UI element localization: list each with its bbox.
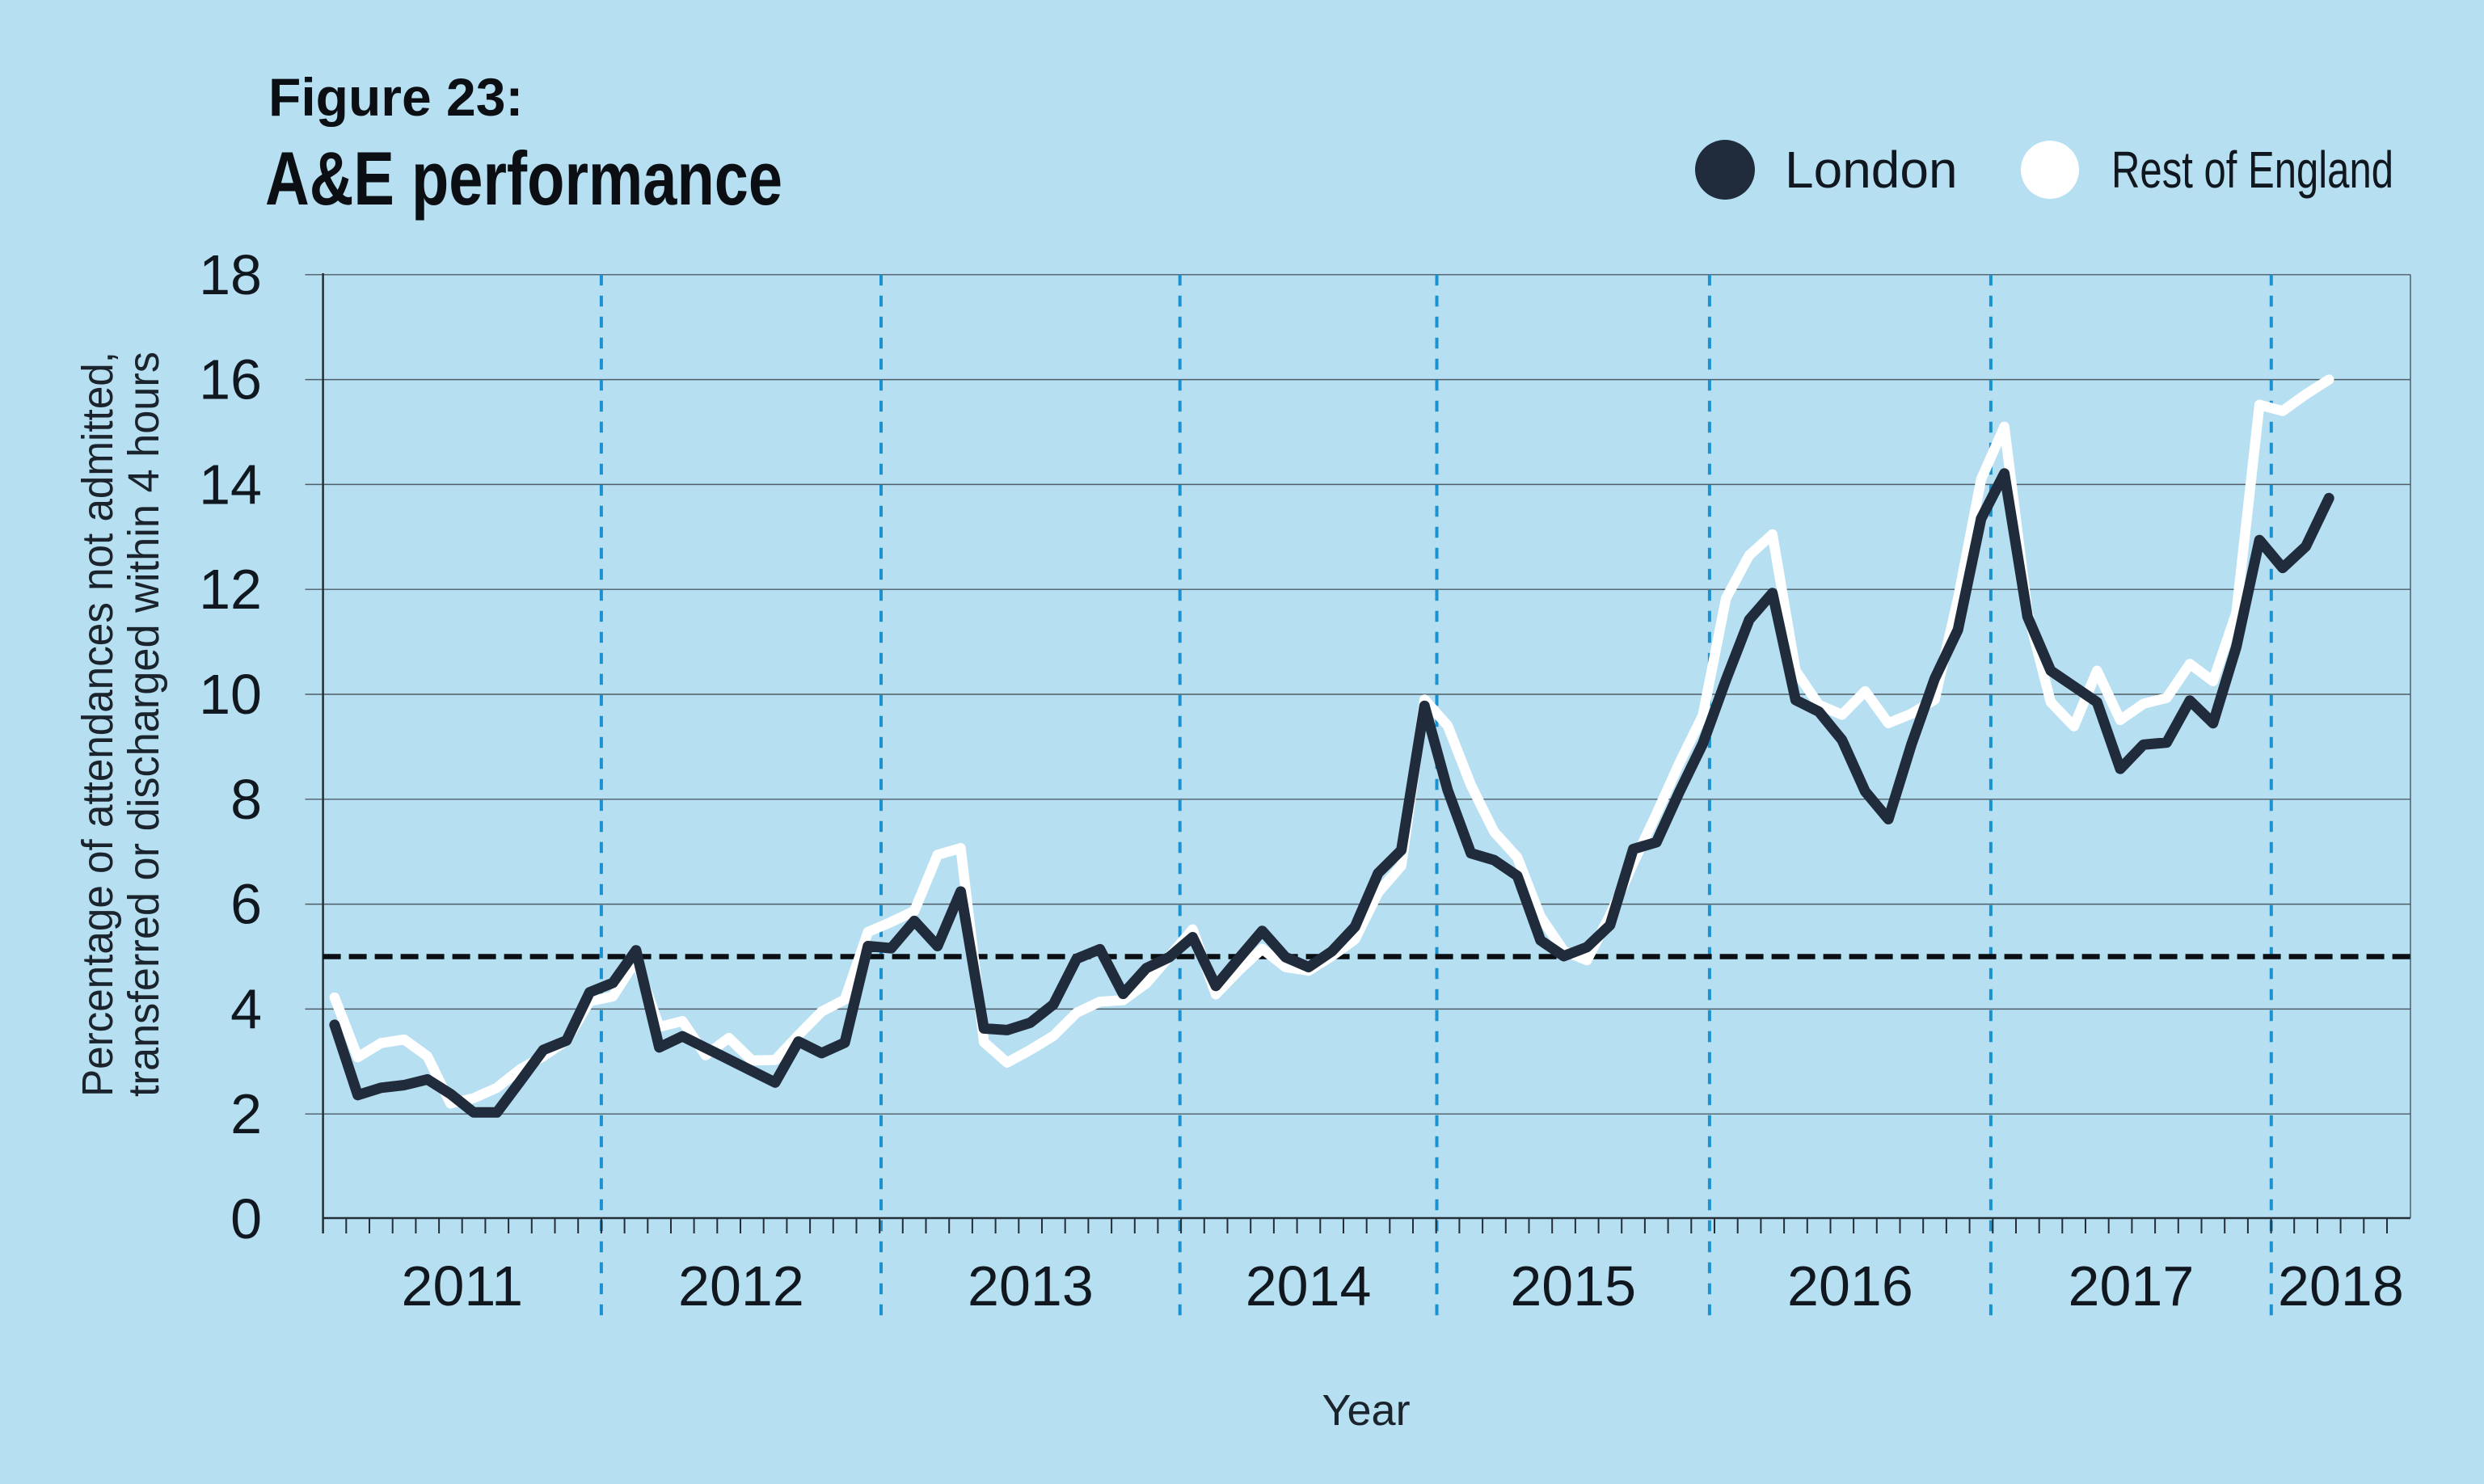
svg-text:2: 2 bbox=[230, 1082, 262, 1145]
svg-text:2017: 2017 bbox=[2069, 1254, 2195, 1317]
svg-text:16: 16 bbox=[199, 348, 262, 411]
svg-text:18: 18 bbox=[199, 243, 262, 306]
svg-text:10: 10 bbox=[199, 663, 262, 726]
svg-text:2015: 2015 bbox=[1510, 1254, 1636, 1317]
svg-text:2011: 2011 bbox=[402, 1254, 524, 1317]
svg-text:4: 4 bbox=[230, 977, 262, 1040]
svg-text:14: 14 bbox=[199, 453, 262, 516]
svg-text:2018: 2018 bbox=[2278, 1254, 2404, 1317]
svg-text:Figure 23:: Figure 23: bbox=[268, 67, 523, 127]
svg-text:Percentage of attendances not: Percentage of attendances not admitted, bbox=[74, 352, 122, 1097]
svg-text:12: 12 bbox=[199, 558, 262, 621]
svg-text:Rest of England: Rest of England bbox=[2111, 141, 2393, 199]
svg-text:2013: 2013 bbox=[968, 1254, 1094, 1317]
svg-text:Year: Year bbox=[1322, 1386, 1410, 1435]
svg-text:2016: 2016 bbox=[1787, 1254, 1913, 1317]
svg-text:0: 0 bbox=[230, 1187, 262, 1250]
svg-text:A&E performance: A&E performance bbox=[265, 136, 782, 221]
svg-text:8: 8 bbox=[230, 768, 262, 831]
svg-text:London: London bbox=[1785, 141, 1958, 199]
svg-text:transferred or discharged with: transferred or discharged within 4 hours bbox=[120, 352, 168, 1097]
svg-text:2012: 2012 bbox=[678, 1254, 804, 1317]
svg-text:2014: 2014 bbox=[1246, 1254, 1372, 1317]
svg-text:6: 6 bbox=[230, 873, 262, 936]
